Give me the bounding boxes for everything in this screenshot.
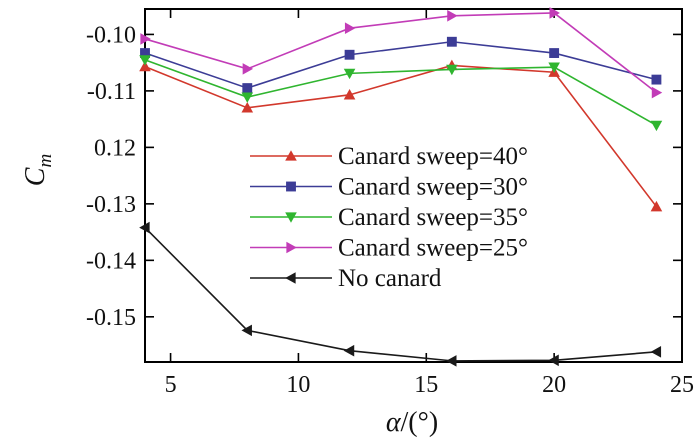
series-canard-sweep-25- (140, 7, 663, 99)
data-point (650, 346, 662, 358)
x-axis-label-unit: /(°) (401, 407, 439, 438)
data-point (548, 354, 559, 367)
data-point (446, 36, 457, 47)
legend-item: Canard sweep=30° (250, 174, 528, 201)
legend-item: Canard sweep=40° (250, 143, 528, 170)
legend-item: Canard sweep=25° (250, 235, 528, 262)
legend-item: No canard (250, 265, 442, 292)
data-point (343, 89, 356, 100)
data-point (651, 74, 662, 85)
data-point (447, 9, 458, 22)
legend-label: No canard (338, 265, 442, 292)
data-point (343, 68, 356, 80)
data-point (140, 48, 150, 58)
series-line (144, 59, 657, 127)
y-tick-label: -0.14 (86, 248, 136, 274)
legend-label: Canard sweep=25° (338, 235, 528, 262)
data-point (549, 7, 560, 19)
data-point (241, 324, 252, 337)
data-point (241, 102, 254, 113)
data-point (650, 120, 663, 132)
data-point (344, 22, 356, 35)
data-point (343, 344, 355, 357)
y-tick-label: -0.11 (87, 79, 136, 105)
y-tick-label: -0.15 (86, 305, 136, 331)
x-tick-label: 20 (542, 372, 566, 398)
y-tick-label: -0.10 (86, 22, 136, 48)
y-tick-label: -0.13 (86, 192, 136, 218)
series-canard-sweep-35- (139, 55, 663, 132)
legend-marker (286, 241, 297, 254)
legend-marker (285, 272, 296, 284)
plot-frame (144, 8, 683, 363)
data-point (242, 63, 254, 75)
x-tick-label: 10 (286, 372, 310, 398)
x-axis-label: α/(°) (386, 407, 438, 438)
y-tick-label: 0.12 (94, 135, 136, 161)
series-line (144, 64, 658, 208)
legend-marker (286, 181, 296, 192)
data-point (241, 92, 254, 103)
series-line (144, 227, 657, 362)
data-point (344, 49, 355, 60)
legend-label: Canard sweep=35° (338, 204, 528, 231)
series-canard-sweep-30- (140, 36, 662, 94)
legend-marker (285, 212, 297, 223)
legend-label: Canard sweep=40° (338, 143, 528, 170)
y-axis-label-sub: m (35, 154, 56, 168)
data-point (548, 62, 560, 73)
axes: 5 10 15 20 25 -0.10 -0.11 0.12 -0.13 -0.14 -0.15 (86, 8, 694, 398)
data-point (650, 200, 663, 212)
data-point (242, 83, 253, 94)
series-layer (139, 7, 663, 367)
x-tick-label: 5 (165, 372, 177, 398)
x-tick-label: 15 (414, 372, 438, 398)
data-point (139, 60, 151, 72)
data-point (139, 55, 151, 66)
series-line (144, 12, 657, 94)
legend-item: Canard sweep=35° (250, 204, 528, 231)
series-line (144, 40, 657, 89)
data-point (549, 48, 560, 58)
legend-marker (285, 150, 297, 161)
data-point (446, 355, 457, 367)
data-point (139, 221, 150, 234)
legend: Canard sweep=40° Canard sweep=30° Canard s… (250, 143, 528, 292)
data-point (446, 64, 458, 76)
legend-label: Canard sweep=30° (338, 174, 528, 201)
y-axis-label-main: C (20, 167, 51, 186)
x-axis-label-symbol: α (386, 407, 402, 438)
data-point (651, 86, 663, 99)
series-no-canard (139, 221, 662, 367)
x-tick-label: 25 (670, 372, 694, 398)
y-axis-label: Cm (20, 154, 56, 186)
data-point (140, 33, 151, 45)
